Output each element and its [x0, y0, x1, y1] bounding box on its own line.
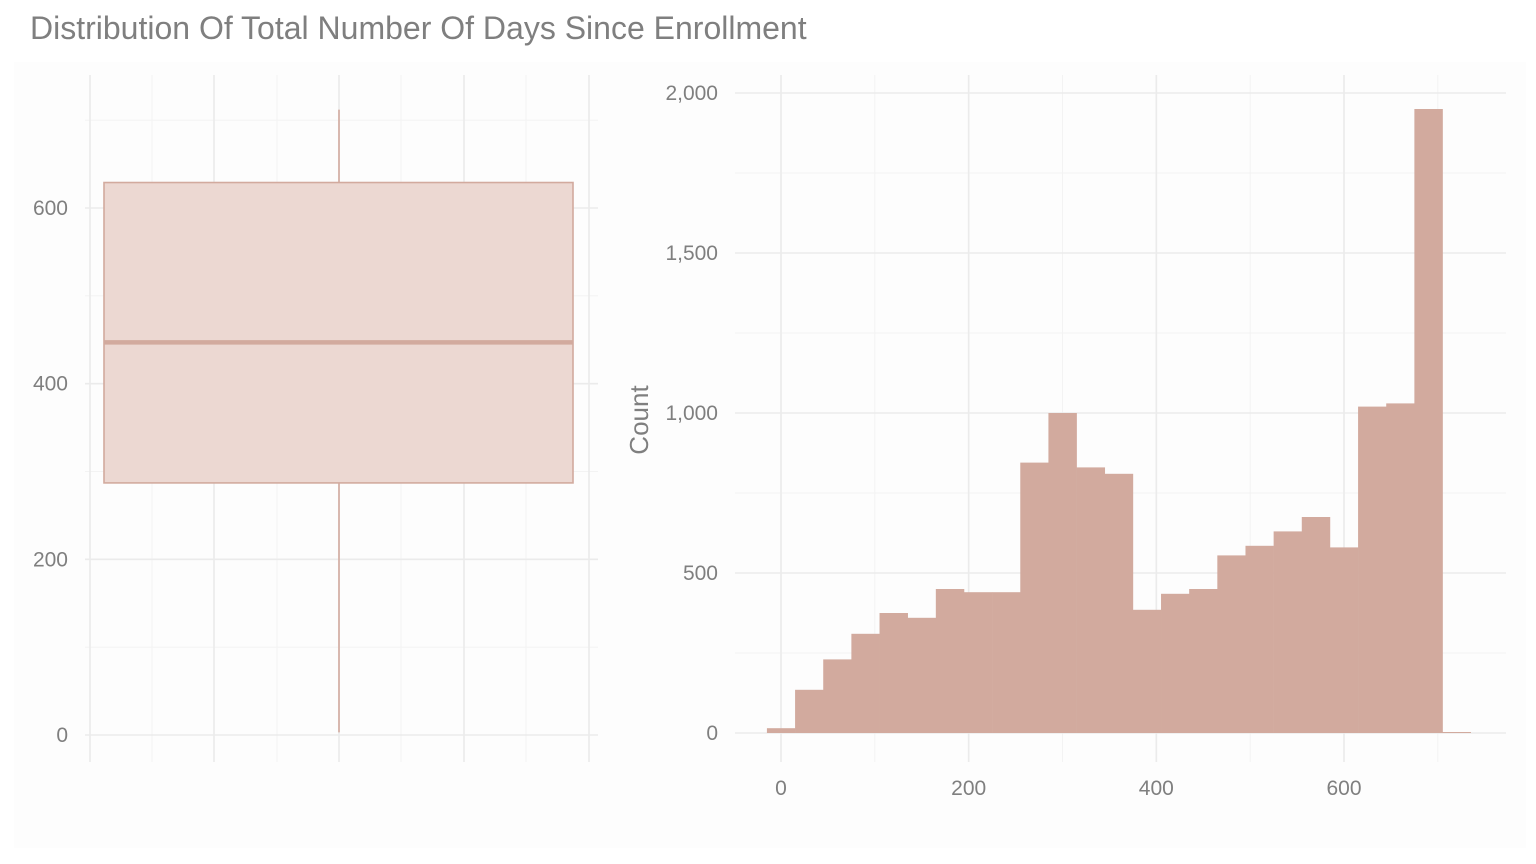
histogram-bar: [1442, 732, 1471, 733]
histogram-bar: [1245, 545, 1274, 733]
boxplot-panel: 0 200 400 600: [33, 75, 598, 762]
histogram-bar: [879, 613, 908, 733]
y-tick-label: 0: [706, 722, 718, 745]
histogram-bar: [1217, 555, 1246, 733]
histogram-bar: [766, 728, 796, 733]
y-tick-label: 400: [33, 373, 68, 396]
y-tick-label: 1,000: [665, 402, 718, 425]
histogram-bar: [1161, 593, 1190, 733]
x-tick-label: 600: [1326, 777, 1361, 800]
y-tick-label: 1,500: [665, 242, 718, 265]
histogram-bar: [935, 589, 965, 733]
histogram-bar: [1076, 467, 1106, 733]
histogram-bar: [1414, 109, 1443, 733]
histogram-panel: 0 200 400 600 0 500 1,000 1,500 2,000 Count: [624, 75, 1506, 800]
y-tick-label: 200: [33, 548, 68, 571]
y-tick-label: 0: [56, 724, 68, 747]
histogram-bar: [1358, 406, 1387, 733]
histogram-bar: [1189, 589, 1218, 733]
histogram-bar: [1132, 609, 1162, 733]
histogram-bar: [1386, 403, 1415, 733]
histogram-bar: [1020, 462, 1049, 733]
y-axis-title: Count: [624, 385, 654, 455]
iqr-box: [103, 181, 574, 484]
histogram-bar: [1048, 413, 1077, 733]
histogram-bar: [795, 689, 824, 733]
histogram-bar: [851, 633, 880, 733]
histogram-bar: [963, 592, 993, 733]
y-tick-label: 2,000: [665, 82, 718, 105]
y-tick-label: 600: [33, 197, 68, 220]
histogram-bar: [1301, 517, 1331, 733]
histogram-bar: [1104, 473, 1134, 733]
histogram-bar: [907, 617, 937, 733]
x-tick-label: 200: [951, 777, 986, 800]
chart-title: Distribution Of Total Number Of Days Sin…: [30, 10, 807, 46]
x-tick-label: 0: [775, 777, 787, 800]
x-tick-label: 400: [1139, 777, 1174, 800]
histogram-bar: [1273, 531, 1303, 733]
histogram-bar: [992, 592, 1021, 733]
histogram-bar: [1329, 547, 1359, 733]
histogram-bar: [823, 659, 852, 733]
y-tick-label: 500: [683, 562, 718, 585]
